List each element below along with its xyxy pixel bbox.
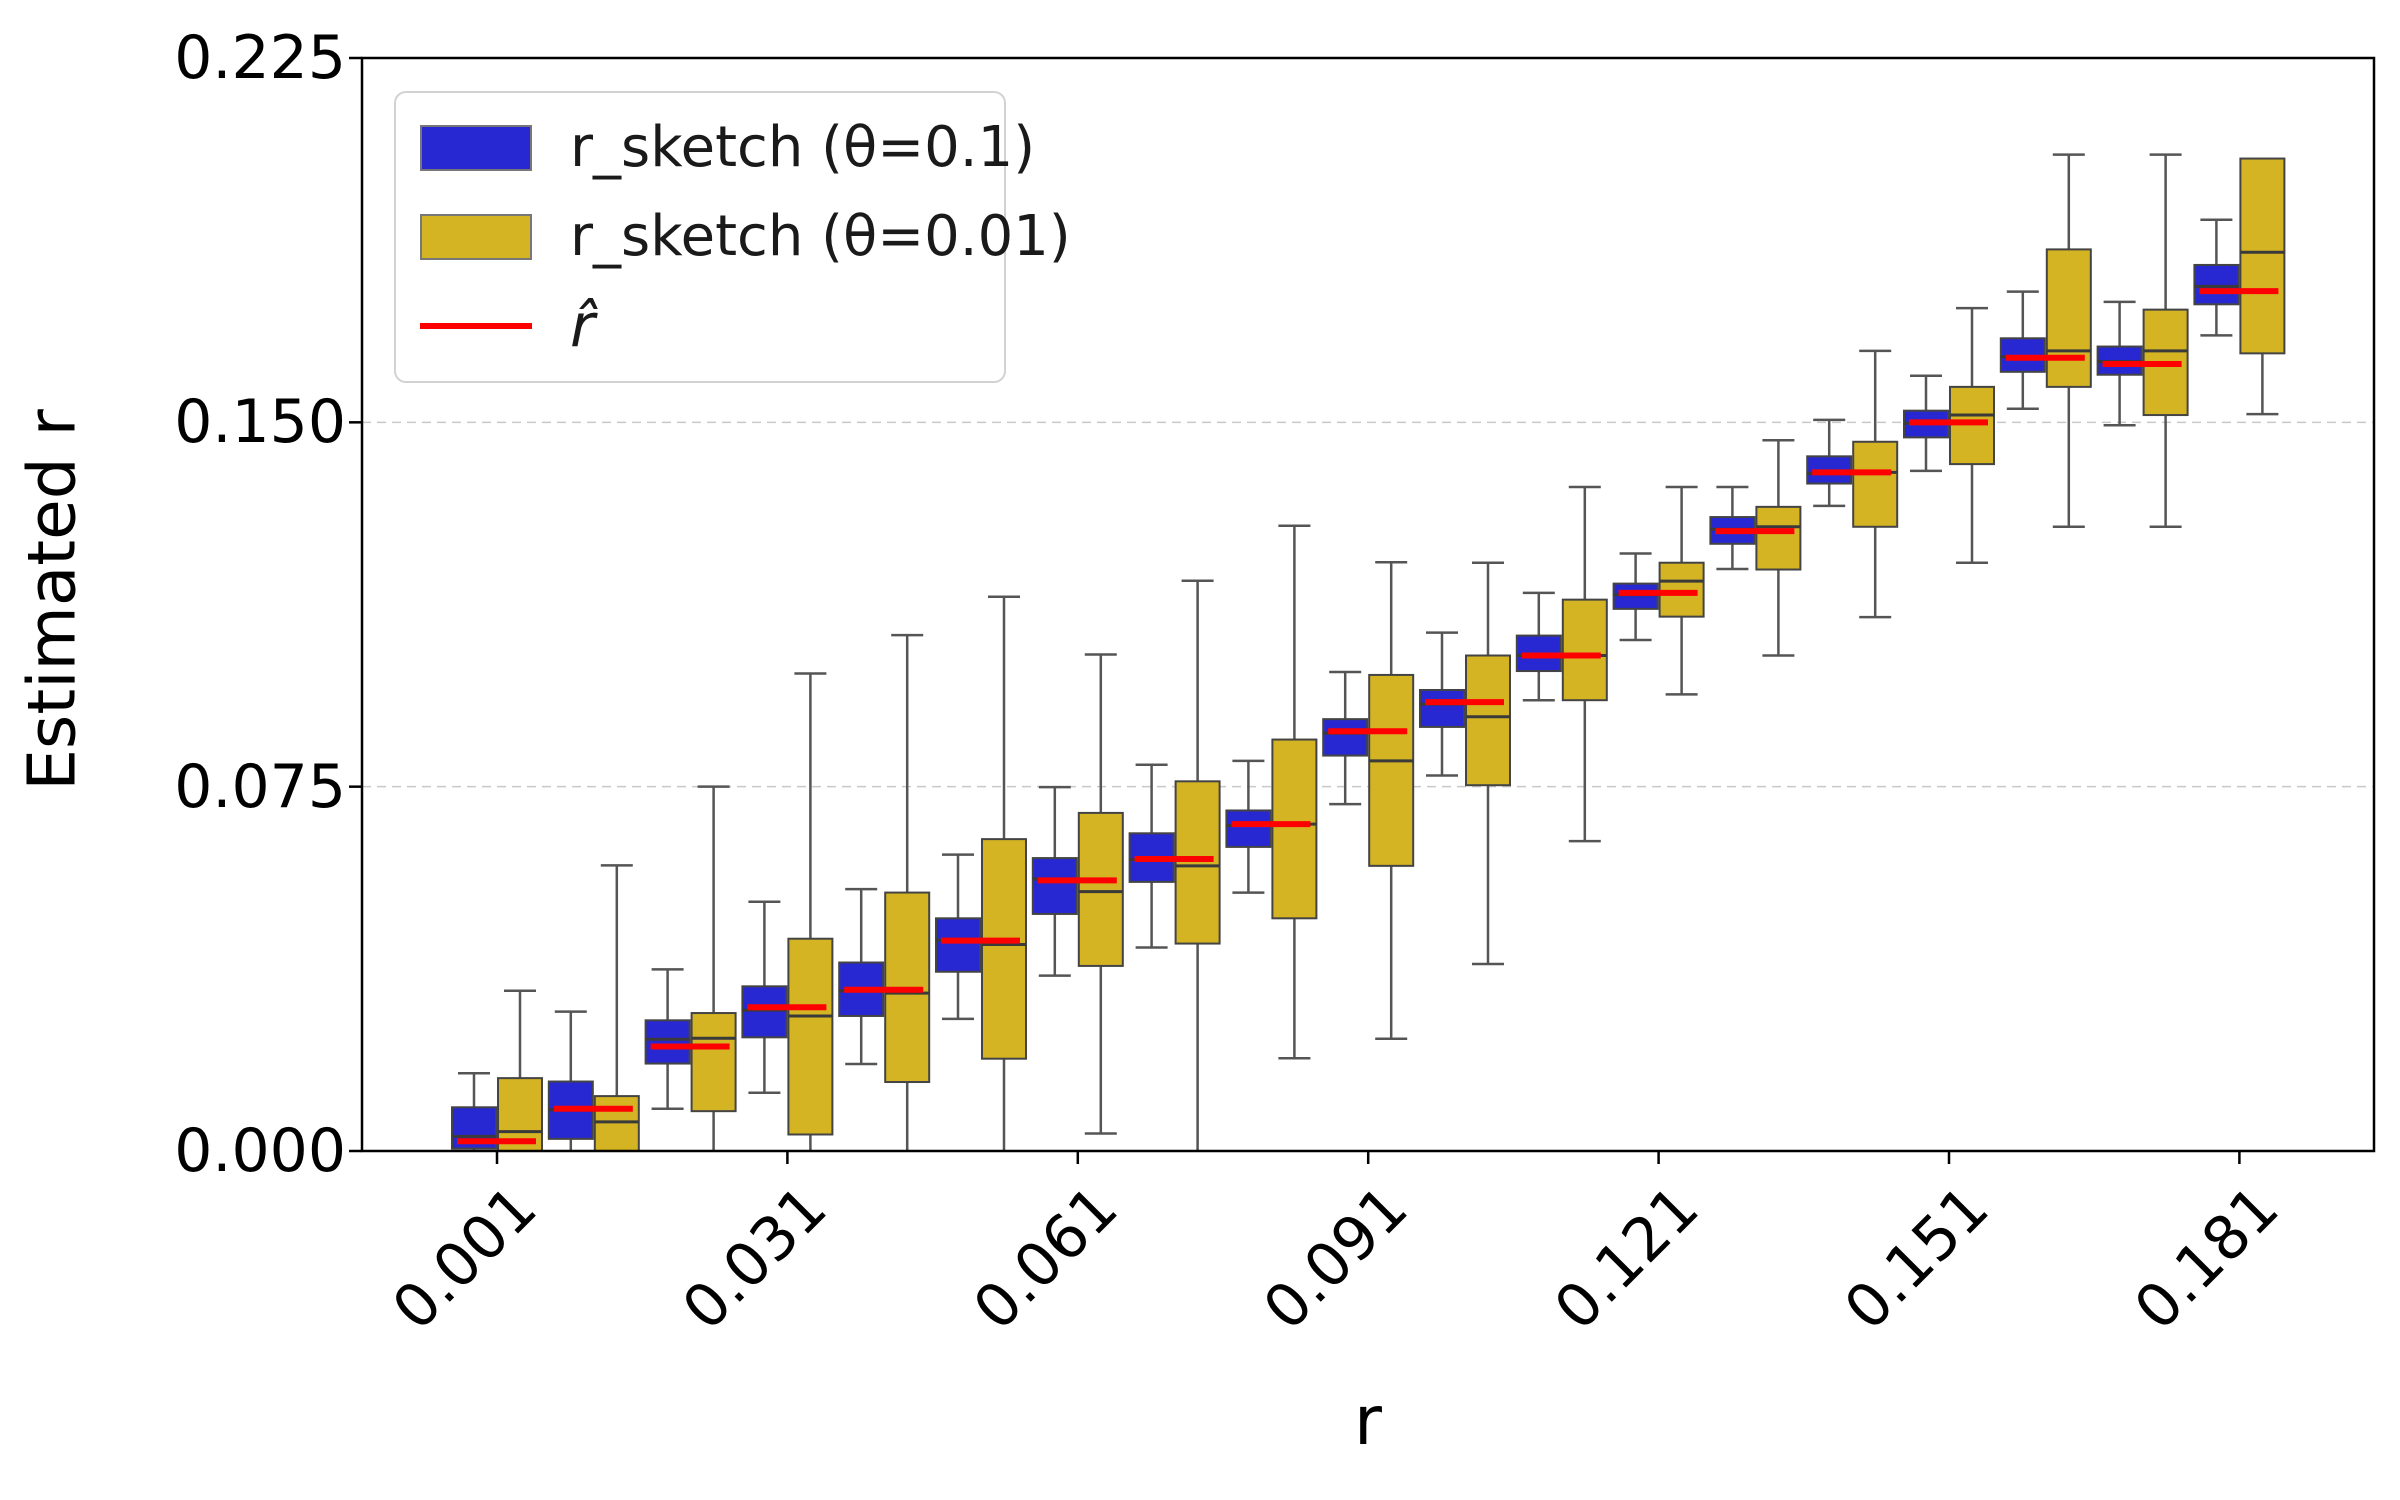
box-theta0.01-0.011 xyxy=(593,1095,640,1152)
legend-item-rhat: r̂ xyxy=(420,282,1004,370)
box-theta0.1-0.031 xyxy=(741,985,788,1039)
legend: r_sketch (θ=0.1) r_sketch (θ=0.01) r̂ xyxy=(394,91,1071,383)
gold-box-swatch-icon xyxy=(420,213,532,260)
box-theta0.01-0.051 xyxy=(981,838,1027,1060)
box-theta0.01-0.061 xyxy=(1077,811,1124,967)
legend-label: r_sketch (θ=0.1) xyxy=(570,115,1036,181)
box-theta0.1-0.061 xyxy=(1031,857,1078,915)
red-line-swatch-icon xyxy=(420,323,532,330)
box-theta0.01-0.101 xyxy=(1465,654,1511,787)
box-theta0.1-0.081 xyxy=(1225,809,1272,848)
blue-box-swatch-icon xyxy=(420,124,532,171)
box-theta0.1-0.091 xyxy=(1322,718,1369,757)
legend-item-theta-0-01: r_sketch (θ=0.01) xyxy=(420,193,1071,281)
box-theta0.01-0.141 xyxy=(1852,440,1899,528)
box-theta0.01-0.131 xyxy=(1755,505,1802,571)
box-theta0.01-0.181 xyxy=(2239,157,2286,355)
y-axis-label: Estimated r xyxy=(13,409,91,791)
legend-label: r_sketch (θ=0.01) xyxy=(570,204,1071,270)
box-theta0.01-0.161 xyxy=(2045,248,2092,388)
box-theta0.1-0.101 xyxy=(1419,688,1465,728)
box-theta0.01-0.031 xyxy=(787,937,834,1136)
box-theta0.1-0.021 xyxy=(644,1019,691,1065)
y-tick-label-0.225: 0.225 xyxy=(174,23,346,93)
box-theta0.01-0.151 xyxy=(1949,385,1995,466)
legend-item-theta-0-1: r_sketch (θ=0.1) xyxy=(420,104,1035,192)
y-tick-label-0.000: 0.000 xyxy=(174,1116,346,1186)
x-axis-label: r xyxy=(1354,1382,1382,1461)
y-tick-label-0.150: 0.150 xyxy=(174,387,346,458)
box-theta0.01-0.071 xyxy=(1174,780,1221,945)
box-theta0.1-0.181 xyxy=(2193,263,2240,306)
legend-label: r̂ xyxy=(570,291,595,362)
box-theta0.01-0.081 xyxy=(1271,738,1318,920)
box-theta0.01-0.111 xyxy=(1561,598,1608,702)
box-theta0.01-0.091 xyxy=(1368,673,1415,867)
box-theta0.01-0.021 xyxy=(690,1012,737,1113)
box-theta0.1-0.051 xyxy=(935,917,981,973)
box-theta0.01-0.121 xyxy=(1658,561,1705,618)
y-tick-label-0.075: 0.075 xyxy=(174,751,346,822)
